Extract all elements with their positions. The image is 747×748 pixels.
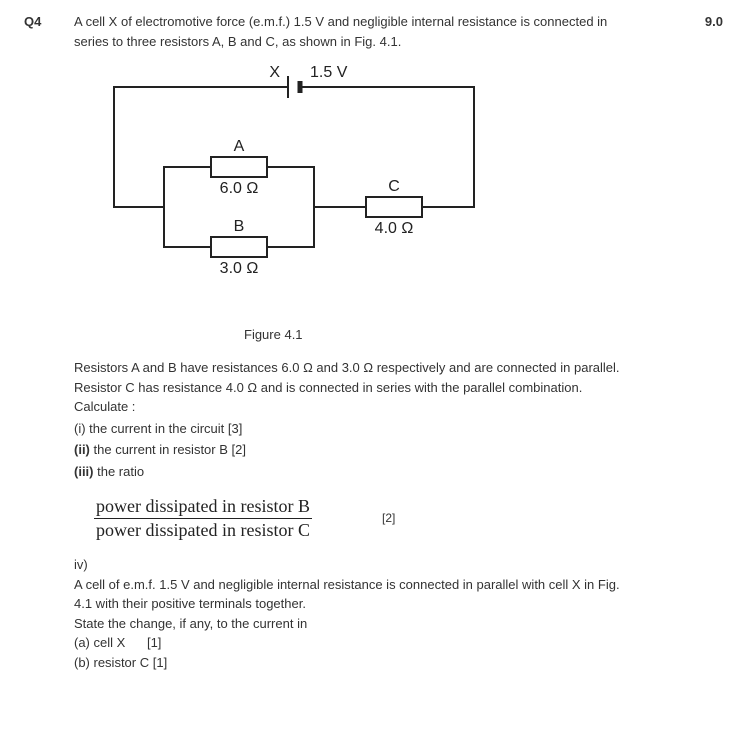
part-iv-a: (a) cell X [1] [74,633,683,653]
part-iv-a-text: (a) cell X [74,635,125,650]
fraction: power dissipated in resistor B power dis… [94,495,312,541]
part-iv-b: (b) resistor C [1] [74,653,683,673]
svg-text:C: C [388,178,400,195]
part-i-text: the current in the circuit [3] [89,421,242,436]
circuit-diagram: X 1.5 V A 6.0 Ω B 3.0 Ω C 4.0 Ω [74,57,514,317]
svg-text:A: A [234,138,245,155]
question-number: Q4 [24,12,74,32]
part-iv-line3: State the change, if any, to the current… [74,614,683,634]
part-ii-label: (ii) [74,442,90,457]
fraction-denominator: power dissipated in resistor C [94,519,312,542]
svg-text:6.0 Ω: 6.0 Ω [220,180,259,197]
part-ii-text: the current in resistor B [2] [94,442,246,457]
circuit-figure: X 1.5 V A 6.0 Ω B 3.0 Ω C 4.0 Ω [74,57,683,323]
svg-text:4.0 Ω: 4.0 Ω [375,220,414,237]
part-ii: (ii) the current in resistor B [2] [74,440,683,460]
part-iv-a-mark: [1] [147,635,161,650]
body-para-2: Resistor C has resistance 4.0 Ω and is c… [74,378,683,398]
question-body: X 1.5 V A 6.0 Ω B 3.0 Ω C 4.0 Ω Figure 4.1 Resi… [74,57,683,672]
question-header: Q4 A cell X of electromotive force (e.m.… [24,12,723,51]
total-marks: 9.0 [683,12,723,32]
stem-line-2: series to three resistors A, B and C, as… [74,34,401,49]
ratio-fraction: power dissipated in resistor B power dis… [94,495,683,541]
part-iv-line2: 4.1 with their positive terminals togeth… [74,594,683,614]
question-page: Q4 A cell X of electromotive force (e.m.… [0,0,747,748]
svg-text:1.5 V: 1.5 V [310,64,348,81]
part-iii-label: (iii) [74,464,94,479]
stem-line-1: A cell X of electromotive force (e.m.f.)… [74,14,607,29]
part-iii-text: the ratio [97,464,144,479]
svg-text:X: X [269,64,280,81]
figure-caption: Figure 4.1 [244,325,683,345]
part-i: (i) the current in the circuit [3] [74,419,683,439]
part-iv-label: iv) [74,555,683,575]
question-stem: A cell X of electromotive force (e.m.f.)… [74,12,683,51]
svg-text:3.0 Ω: 3.0 Ω [220,260,259,277]
part-iv: iv) A cell of e.m.f. 1.5 V and negligibl… [74,555,683,672]
svg-text:B: B [234,218,245,235]
part-iii: (iii) the ratio [74,462,683,482]
calculate-label: Calculate : [74,397,683,417]
part-i-label: (i) [74,421,86,436]
part-iv-line1: A cell of e.m.f. 1.5 V and negligible in… [74,575,683,595]
body-para-1: Resistors A and B have resistances 6.0 Ω… [74,358,683,378]
fraction-numerator: power dissipated in resistor B [94,495,312,519]
ratio-mark: [2] [382,509,395,527]
